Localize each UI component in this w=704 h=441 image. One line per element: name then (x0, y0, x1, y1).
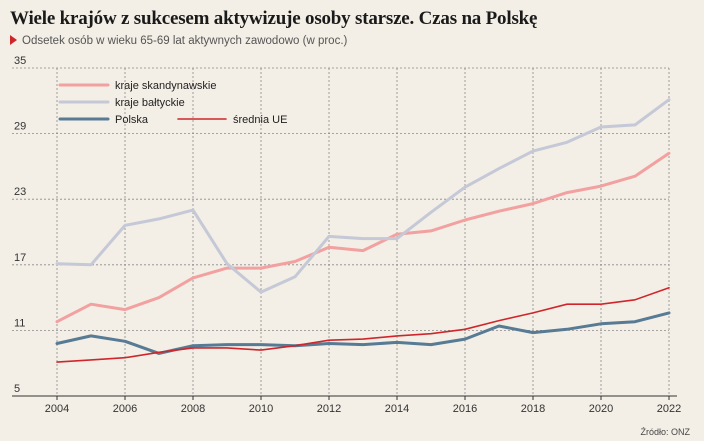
x-tick-label: 2020 (589, 403, 613, 415)
axes: 5 11 17 23 29 35 2004 2006 2008 2010 2012 2014 2016 2… (12, 55, 681, 415)
source-note: Źródło: ONZ (640, 427, 690, 437)
y-tick-label: 5 (14, 383, 20, 395)
series-lines (55, 98, 671, 363)
series-line-3 (55, 311, 671, 355)
series-line-2 (55, 98, 671, 294)
x-tick-label: 2004 (45, 403, 69, 415)
series-line-1 (55, 151, 671, 324)
series-line-4 (56, 286, 670, 363)
legend-label: średnia UE (233, 114, 287, 126)
y-tick-label: 17 (14, 252, 26, 264)
legend: kraje skandynawskie kraje bałtyckie Polska… (58, 80, 287, 126)
y-tick-label: 11 (14, 317, 25, 329)
x-tick-label: 2014 (385, 403, 409, 415)
chart-subtitle: Odsetek osób w wieku 65-69 lat aktywnych… (10, 35, 347, 47)
chart-title: Wiele krajów z sukcesem aktywizuje osoby… (10, 8, 538, 29)
x-tick-label: 2018 (521, 403, 545, 415)
x-tick-label: 2016 (453, 403, 477, 415)
legend-label: Polska (115, 114, 149, 126)
legend-label: kraje bałtyckie (115, 97, 185, 109)
x-tick-label: 2022 (657, 403, 681, 415)
subtitle-marker-icon (10, 35, 17, 45)
y-tick-label: 23 (14, 186, 26, 198)
subtitle-text: Odsetek osób w wieku 65-69 lat aktywnych… (22, 35, 348, 47)
y-tick-label: 35 (14, 55, 26, 67)
y-tick-label: 29 (14, 121, 26, 133)
x-tick-label: 2006 (113, 403, 137, 415)
x-tick-label: 2008 (181, 403, 205, 415)
grid (12, 67, 670, 396)
x-tick-label: 2012 (317, 403, 341, 415)
legend-label: kraje skandynawskie (115, 80, 217, 92)
x-tick-label: 2010 (249, 403, 273, 415)
